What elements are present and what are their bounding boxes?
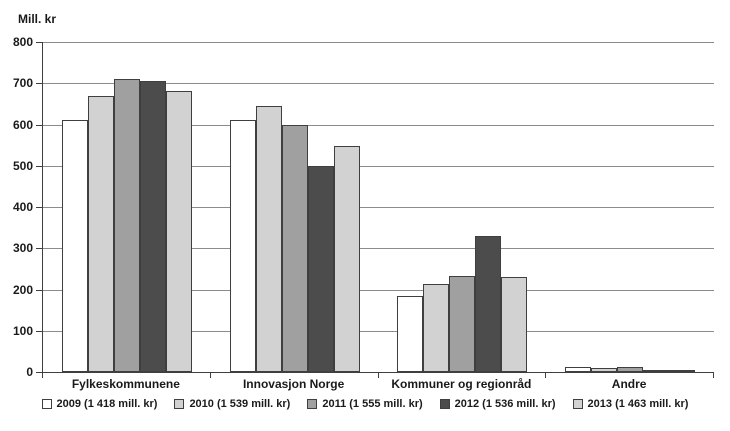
bar	[501, 277, 528, 372]
y-axis-tick-label: 700	[12, 76, 33, 91]
y-axis-tick-mark	[36, 124, 42, 126]
bar	[669, 370, 696, 372]
bar	[449, 275, 476, 372]
bar	[423, 284, 450, 372]
y-axis-tick-mark	[36, 207, 42, 208]
gridline	[43, 207, 714, 208]
legend-label: 2009 (1 418 mill. kr)	[56, 398, 158, 410]
y-axis-tick-label: 100	[12, 323, 33, 338]
y-axis-tick-mark	[36, 42, 42, 43]
bar	[307, 165, 334, 372]
gridline	[43, 124, 714, 126]
y-axis-tick-label: 200	[12, 282, 33, 297]
y-axis-tick-label: 300	[12, 241, 33, 256]
x-axis-tick-mark	[209, 373, 211, 378]
legend-item: 2011 (1 555 mill. kr)	[307, 398, 423, 410]
legend-swatch-icon	[572, 399, 583, 409]
x-axis-tick-mark	[545, 373, 547, 378]
y-axis-tick-label: 400	[12, 200, 33, 214]
legend-item: 2012 (1 536 mill. kr)	[439, 398, 556, 410]
legend-label: 2010 (1 539 mill. kr)	[189, 398, 291, 410]
bar	[255, 105, 282, 372]
bar	[165, 91, 192, 372]
bar	[333, 145, 360, 372]
y-axis-tick-label: 800	[12, 35, 33, 49]
category-label: Fylkeskommunene	[71, 377, 180, 391]
legend-label: 2012 (1 536 mill. kr)	[454, 398, 556, 410]
legend-swatch-icon	[174, 399, 185, 409]
gridline	[43, 42, 714, 43]
y-axis-tick-mark	[36, 165, 42, 167]
x-axis-tick-mark	[42, 373, 43, 378]
y-axis-tick-label: 0	[26, 365, 33, 379]
y-axis-tick-label: 600	[12, 117, 33, 132]
gridline	[43, 289, 714, 291]
y-axis-tick-mark	[36, 83, 42, 85]
y-axis-tick-label: 500	[12, 158, 33, 173]
bar	[591, 367, 618, 372]
bar	[617, 367, 644, 372]
bar	[643, 370, 670, 372]
category-label: Innovasjon Norge	[242, 377, 345, 391]
plot-area	[42, 42, 714, 373]
legend-label: 2011 (1 555 mill. kr)	[322, 398, 423, 410]
y-axis-tick-mark	[36, 248, 42, 250]
x-axis-tick-mark	[713, 373, 714, 378]
bar	[139, 81, 166, 372]
legend: 2009 (1 418 mill. kr) 2010 (1 539 mill. k…	[0, 398, 730, 410]
bar	[281, 124, 308, 372]
legend-swatch-icon	[307, 399, 318, 409]
y-axis-tick-mark	[36, 330, 42, 332]
legend-swatch-icon	[439, 399, 450, 409]
bar	[397, 295, 424, 372]
y-axis-tick-mark	[36, 289, 42, 291]
category-label: Andre	[611, 377, 647, 391]
legend-item: 2013 (1 463 mill. kr)	[572, 398, 689, 410]
bar	[229, 119, 256, 372]
bar	[87, 95, 114, 372]
gridline	[43, 83, 714, 85]
legend-item: 2009 (1 418 mill. kr)	[41, 398, 158, 410]
gridline	[43, 165, 714, 167]
gridline	[43, 330, 714, 332]
legend-label: 2013 (1 463 mill. kr)	[587, 398, 689, 410]
bar	[113, 79, 140, 372]
bar	[565, 367, 592, 372]
x-axis-tick-mark	[377, 373, 379, 378]
y-axis-title: Mill. kr	[18, 12, 57, 26]
bar	[475, 235, 502, 372]
legend-item: 2010 (1 539 mill. kr)	[174, 398, 290, 410]
bar	[61, 120, 88, 372]
category-label: Kommuner og regionråd	[391, 377, 532, 391]
legend-swatch-icon	[41, 399, 52, 409]
gridline	[43, 248, 714, 250]
y-axis-tick-mark	[36, 372, 42, 373]
